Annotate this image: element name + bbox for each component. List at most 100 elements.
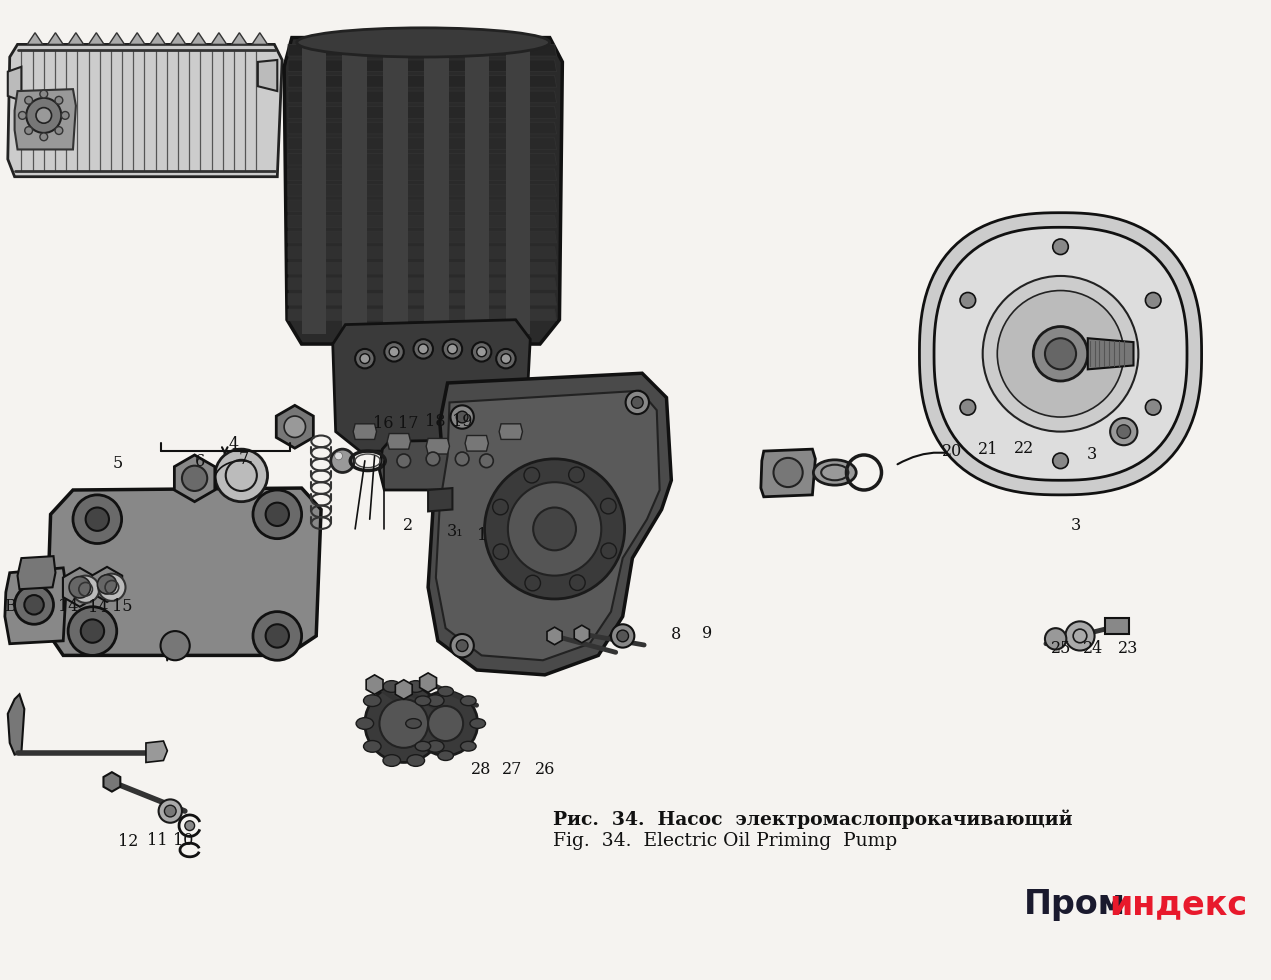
Circle shape: [98, 574, 117, 594]
Text: 7: 7: [239, 451, 249, 468]
Circle shape: [960, 400, 976, 416]
Circle shape: [1052, 239, 1069, 255]
Polygon shape: [5, 567, 66, 644]
Circle shape: [442, 339, 463, 359]
Text: 9: 9: [702, 625, 713, 643]
Circle shape: [1045, 628, 1066, 650]
Polygon shape: [380, 439, 501, 490]
Polygon shape: [64, 567, 97, 607]
Text: Рис.  34.  Насос  электромаслопрокачивающий: Рис. 34. Насос электромаслопрокачивающий: [553, 809, 1073, 829]
Text: 12: 12: [118, 833, 139, 851]
Polygon shape: [48, 32, 64, 44]
Text: B: B: [4, 598, 15, 614]
Circle shape: [285, 416, 305, 437]
Circle shape: [72, 495, 122, 544]
Polygon shape: [301, 40, 325, 334]
Polygon shape: [289, 122, 557, 134]
Polygon shape: [289, 75, 557, 87]
Polygon shape: [146, 741, 168, 762]
Polygon shape: [428, 373, 671, 675]
Circle shape: [159, 800, 182, 823]
Text: 24: 24: [1083, 640, 1103, 657]
Polygon shape: [289, 247, 557, 259]
Ellipse shape: [416, 696, 431, 706]
Polygon shape: [289, 278, 557, 289]
Polygon shape: [47, 488, 322, 656]
Text: Fig.  34.  Electric Oil Priming  Pump: Fig. 34. Electric Oil Priming Pump: [553, 832, 897, 850]
Circle shape: [998, 290, 1124, 417]
Circle shape: [1145, 292, 1160, 308]
Circle shape: [455, 452, 469, 466]
Circle shape: [456, 640, 468, 652]
Circle shape: [450, 634, 474, 658]
Polygon shape: [500, 423, 522, 439]
Circle shape: [266, 503, 289, 526]
Text: 28: 28: [470, 760, 491, 778]
Circle shape: [428, 706, 463, 741]
Polygon shape: [1106, 618, 1129, 634]
Circle shape: [1145, 400, 1160, 416]
Text: 3: 3: [1087, 446, 1097, 464]
Polygon shape: [8, 694, 24, 755]
Polygon shape: [170, 32, 186, 44]
Circle shape: [36, 108, 52, 123]
Polygon shape: [547, 627, 562, 645]
Polygon shape: [103, 772, 121, 792]
Circle shape: [982, 276, 1139, 431]
Circle shape: [493, 544, 508, 560]
Text: 17: 17: [398, 415, 418, 432]
Polygon shape: [8, 67, 22, 101]
Circle shape: [85, 508, 109, 531]
Circle shape: [266, 624, 289, 648]
Circle shape: [1052, 453, 1069, 468]
Polygon shape: [289, 91, 557, 103]
Polygon shape: [289, 153, 557, 165]
Ellipse shape: [437, 751, 454, 760]
Polygon shape: [342, 40, 367, 334]
Circle shape: [1065, 621, 1094, 651]
Polygon shape: [1088, 338, 1134, 369]
Circle shape: [600, 498, 616, 514]
Text: 21: 21: [977, 441, 998, 459]
Ellipse shape: [383, 681, 400, 692]
Circle shape: [1110, 418, 1138, 445]
Ellipse shape: [407, 681, 425, 692]
Ellipse shape: [405, 718, 421, 728]
Polygon shape: [8, 44, 282, 176]
Polygon shape: [428, 488, 452, 512]
Ellipse shape: [356, 717, 374, 729]
Circle shape: [160, 631, 189, 661]
Polygon shape: [919, 213, 1201, 495]
Polygon shape: [761, 449, 815, 497]
Polygon shape: [436, 391, 660, 661]
Polygon shape: [425, 40, 449, 334]
Circle shape: [389, 347, 399, 357]
Circle shape: [413, 339, 433, 359]
Circle shape: [456, 412, 468, 422]
Polygon shape: [231, 32, 247, 44]
Circle shape: [472, 342, 492, 362]
Ellipse shape: [383, 755, 400, 766]
Polygon shape: [285, 37, 562, 344]
Polygon shape: [289, 184, 557, 196]
Text: 3: 3: [1070, 516, 1082, 534]
Ellipse shape: [364, 695, 381, 707]
Polygon shape: [289, 60, 557, 72]
Circle shape: [81, 619, 104, 643]
Text: 1: 1: [477, 527, 487, 544]
Polygon shape: [419, 673, 436, 693]
Text: 11: 11: [147, 832, 168, 850]
Polygon shape: [289, 216, 557, 227]
Ellipse shape: [407, 755, 425, 766]
Circle shape: [39, 90, 48, 98]
Text: 23: 23: [1117, 640, 1138, 657]
Circle shape: [253, 612, 301, 661]
Polygon shape: [211, 32, 226, 44]
Circle shape: [1117, 424, 1131, 438]
Circle shape: [14, 585, 53, 624]
Polygon shape: [109, 32, 125, 44]
Circle shape: [253, 490, 301, 539]
Circle shape: [98, 573, 126, 601]
Polygon shape: [258, 60, 277, 91]
Text: 16: 16: [374, 415, 394, 432]
